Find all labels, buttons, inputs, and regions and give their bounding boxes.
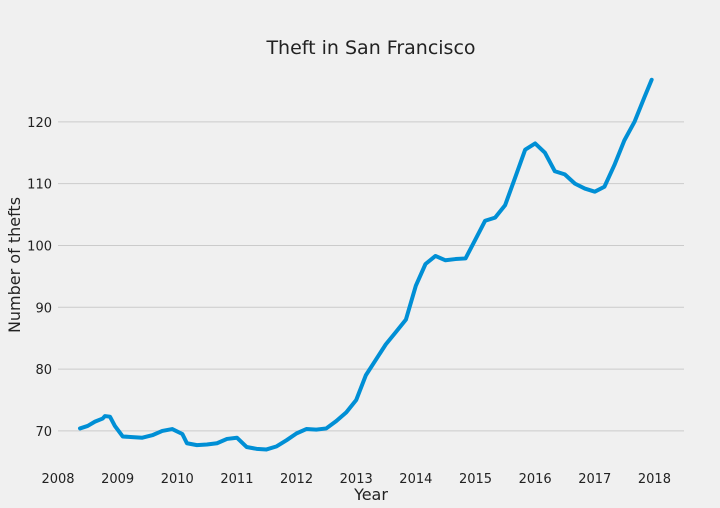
x-tick-label: 2013 <box>340 472 373 487</box>
y-tick-label: 70 <box>35 425 52 440</box>
x-tick-label: 2018 <box>638 472 671 487</box>
y-tick-label: 120 <box>27 116 52 131</box>
x-tick-label: 2012 <box>280 472 313 487</box>
grid <box>58 121 684 432</box>
series-line-0 <box>78 77 654 452</box>
y-tick-label: 100 <box>27 239 52 254</box>
y-tick-label: 90 <box>35 301 52 316</box>
x-tick-label: 2016 <box>519 472 552 487</box>
x-tick-label: 2015 <box>459 472 492 487</box>
y-axis-title: Number of thefts <box>5 197 24 333</box>
chart-title: Theft in San Francisco <box>265 37 475 59</box>
x-tick-label: 2014 <box>399 472 432 487</box>
x-tick-label: 2017 <box>578 472 611 487</box>
x-tick-label: 2009 <box>101 472 134 487</box>
x-axis-title: Year <box>353 485 388 504</box>
y-tick-label: 80 <box>35 363 52 378</box>
x-tick-labels: 2008 2009 2010 2011 2012 2013 2014 2015 2016 2017… <box>41 472 671 487</box>
plot-area <box>58 60 684 468</box>
x-tick-label: 2010 <box>161 472 194 487</box>
x-tick-label: 2008 <box>41 472 74 487</box>
series-group <box>78 77 654 452</box>
x-tick-label: 2011 <box>220 472 253 487</box>
y-tick-labels: 70 80 90 100 110 120 <box>27 116 52 440</box>
y-tick-label: 110 <box>27 178 52 193</box>
